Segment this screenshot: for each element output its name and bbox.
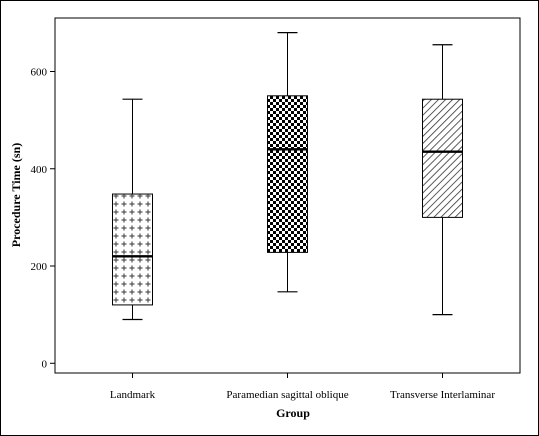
iqr-box — [422, 98, 463, 218]
y-axis: 0 200 400 600 — [31, 66, 55, 370]
x-tick-label: Paramedian sagittal oblique — [226, 389, 348, 401]
x-axis-title: Group — [276, 406, 310, 420]
box-1 — [112, 98, 153, 321]
y-tick-label: 600 — [31, 66, 48, 78]
box-series — [112, 31, 463, 321]
iqr-box — [112, 193, 153, 306]
box-2 — [267, 31, 308, 293]
x-tick-label: Transverse Interlaminar — [390, 389, 495, 401]
y-tick-label: 200 — [31, 261, 48, 273]
box-3 — [422, 44, 463, 316]
y-tick-label: 0 — [42, 358, 48, 370]
iqr-box — [267, 95, 308, 253]
y-axis-title: Procedure Time (sn) — [9, 143, 23, 247]
y-tick-label: 400 — [31, 164, 48, 176]
x-axis: Landmark Paramedian sagittal oblique Trans… — [110, 373, 495, 401]
x-tick-label: Landmark — [110, 389, 156, 401]
